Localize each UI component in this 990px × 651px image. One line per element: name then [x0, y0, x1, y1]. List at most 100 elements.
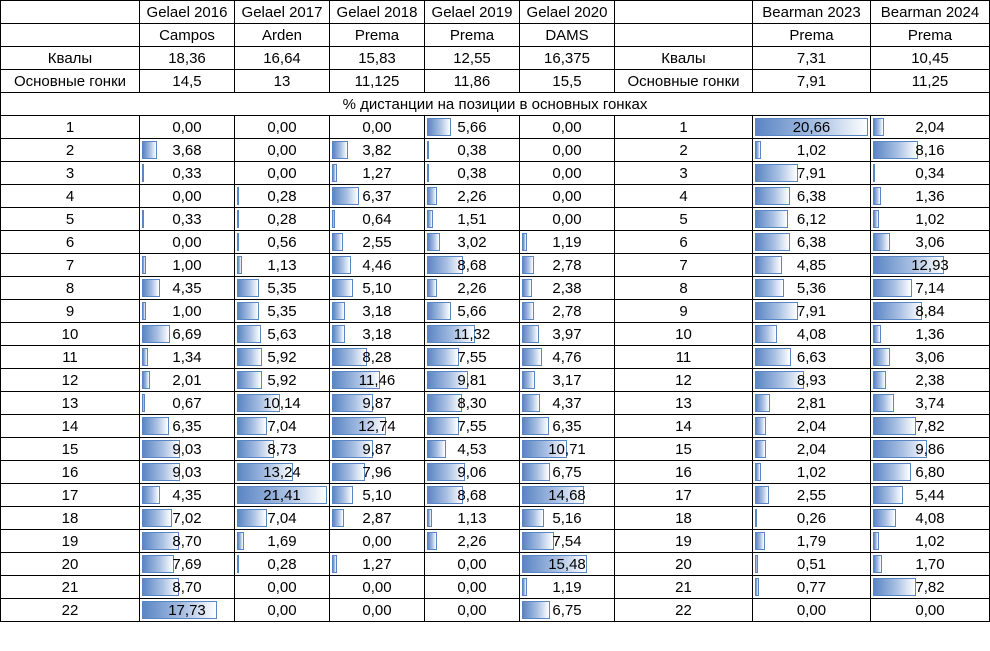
data-bar-cell[interactable]: 8,73: [234, 437, 330, 461]
data-bar-cell[interactable]: 0,00: [519, 184, 615, 208]
data-bar-cell[interactable]: 0,00: [139, 184, 235, 208]
data-bar-cell[interactable]: 2,78: [519, 253, 615, 277]
data-bar-cell[interactable]: 2,04: [870, 115, 990, 139]
summary-value[interactable]: 11,25: [870, 69, 990, 93]
position-label[interactable]: 19: [614, 529, 753, 553]
data-bar-cell[interactable]: 8,30: [424, 391, 520, 415]
position-label[interactable]: 13: [0, 391, 140, 415]
data-bar-cell[interactable]: 5,44: [870, 483, 990, 507]
data-bar-cell[interactable]: 3,02: [424, 230, 520, 254]
data-bar-cell[interactable]: 0,77: [752, 575, 871, 599]
position-label[interactable]: 17: [614, 483, 753, 507]
data-bar-cell[interactable]: 11,46: [329, 368, 425, 392]
data-bar-cell[interactable]: 7,04: [234, 414, 330, 438]
data-bar-cell[interactable]: 4,35: [139, 276, 235, 300]
data-bar-cell[interactable]: 8,70: [139, 575, 235, 599]
position-label[interactable]: 2: [0, 138, 140, 162]
data-bar-cell[interactable]: 5,92: [234, 368, 330, 392]
data-bar-cell[interactable]: 4,76: [519, 345, 615, 369]
data-bar-cell[interactable]: 7,91: [752, 299, 871, 323]
data-bar-cell[interactable]: 0,00: [329, 115, 425, 139]
position-label[interactable]: 14: [614, 414, 753, 438]
data-bar-cell[interactable]: 4,08: [752, 322, 871, 346]
data-bar-cell[interactable]: 3,06: [870, 345, 990, 369]
data-bar-cell[interactable]: 7,91: [752, 161, 871, 185]
position-label[interactable]: 11: [0, 345, 140, 369]
position-label[interactable]: 10: [0, 322, 140, 346]
data-bar-cell[interactable]: 6,63: [752, 345, 871, 369]
position-label[interactable]: 7: [0, 253, 140, 277]
data-bar-cell[interactable]: 0,00: [234, 598, 330, 622]
data-bar-cell[interactable]: 4,85: [752, 253, 871, 277]
data-bar-cell[interactable]: 5,92: [234, 345, 330, 369]
position-label[interactable]: 7: [614, 253, 753, 277]
data-bar-cell[interactable]: 7,04: [234, 506, 330, 530]
data-bar-cell[interactable]: 1,36: [870, 184, 990, 208]
data-bar-cell[interactable]: 0,00: [424, 575, 520, 599]
data-bar-cell[interactable]: 7,54: [519, 529, 615, 553]
position-label[interactable]: 18: [614, 506, 753, 530]
data-bar-cell[interactable]: 0,00: [329, 529, 425, 553]
summary-value[interactable]: 11,125: [329, 69, 425, 93]
summary-value[interactable]: 7,31: [752, 46, 871, 70]
data-bar-cell[interactable]: 2,26: [424, 276, 520, 300]
data-bar-cell[interactable]: 9,03: [139, 460, 235, 484]
data-bar-cell[interactable]: 1,79: [752, 529, 871, 553]
data-bar-cell[interactable]: 2,81: [752, 391, 871, 415]
data-bar-cell[interactable]: 0,00: [424, 598, 520, 622]
summary-value[interactable]: 7,91: [752, 69, 871, 93]
team-header[interactable]: [614, 23, 753, 47]
data-bar-cell[interactable]: 0,33: [139, 161, 235, 185]
data-bar-cell[interactable]: 3,74: [870, 391, 990, 415]
position-label[interactable]: 12: [614, 368, 753, 392]
data-bar-cell[interactable]: 0,38: [424, 138, 520, 162]
data-bar-cell[interactable]: 0,00: [234, 115, 330, 139]
data-bar-cell[interactable]: 2,26: [424, 184, 520, 208]
position-label[interactable]: 5: [614, 207, 753, 231]
data-bar-cell[interactable]: 9,06: [424, 460, 520, 484]
team-header[interactable]: Arden: [234, 23, 330, 47]
data-bar-cell[interactable]: 2,78: [519, 299, 615, 323]
position-label[interactable]: 8: [0, 276, 140, 300]
position-label[interactable]: 9: [0, 299, 140, 323]
data-bar-cell[interactable]: 0,00: [870, 598, 990, 622]
position-label[interactable]: 4: [0, 184, 140, 208]
data-bar-cell[interactable]: 7,69: [139, 552, 235, 576]
position-label[interactable]: 6: [0, 230, 140, 254]
section-title[interactable]: % дистанции на позиции в основных гонках: [0, 92, 990, 116]
data-bar-cell[interactable]: 3,68: [139, 138, 235, 162]
position-label[interactable]: 5: [0, 207, 140, 231]
data-bar-cell[interactable]: 6,80: [870, 460, 990, 484]
driver-header[interactable]: Gelael 2016: [139, 0, 235, 24]
data-bar-cell[interactable]: 0,00: [519, 161, 615, 185]
data-bar-cell[interactable]: 0,00: [139, 230, 235, 254]
position-label[interactable]: 19: [0, 529, 140, 553]
data-bar-cell[interactable]: 1,34: [139, 345, 235, 369]
driver-header[interactable]: Gelael 2019: [424, 0, 520, 24]
data-bar-cell[interactable]: 5,63: [234, 322, 330, 346]
data-bar-cell[interactable]: 1,13: [424, 506, 520, 530]
row-label[interactable]: Квалы: [614, 46, 753, 70]
data-bar-cell[interactable]: 0,34: [870, 161, 990, 185]
data-bar-cell[interactable]: 3,97: [519, 322, 615, 346]
data-bar-cell[interactable]: 14,68: [519, 483, 615, 507]
data-bar-cell[interactable]: 8,93: [752, 368, 871, 392]
data-bar-cell[interactable]: 2,01: [139, 368, 235, 392]
data-bar-cell[interactable]: 7,82: [870, 414, 990, 438]
row-label[interactable]: Основные гонки: [614, 69, 753, 93]
data-bar-cell[interactable]: 0,28: [234, 552, 330, 576]
summary-value[interactable]: 13: [234, 69, 330, 93]
data-bar-cell[interactable]: 1,19: [519, 230, 615, 254]
data-bar-cell[interactable]: 0,26: [752, 506, 871, 530]
data-bar-cell[interactable]: 1,27: [329, 161, 425, 185]
driver-header[interactable]: Gelael 2018: [329, 0, 425, 24]
data-bar-cell[interactable]: 5,10: [329, 483, 425, 507]
data-bar-cell[interactable]: 3,18: [329, 322, 425, 346]
blank-cell[interactable]: [0, 23, 140, 47]
summary-value[interactable]: 15,5: [519, 69, 615, 93]
data-bar-cell[interactable]: 17,73: [139, 598, 235, 622]
data-bar-cell[interactable]: 9,81: [424, 368, 520, 392]
position-label[interactable]: 11: [614, 345, 753, 369]
data-bar-cell[interactable]: 12,74: [329, 414, 425, 438]
data-bar-cell[interactable]: 8,84: [870, 299, 990, 323]
